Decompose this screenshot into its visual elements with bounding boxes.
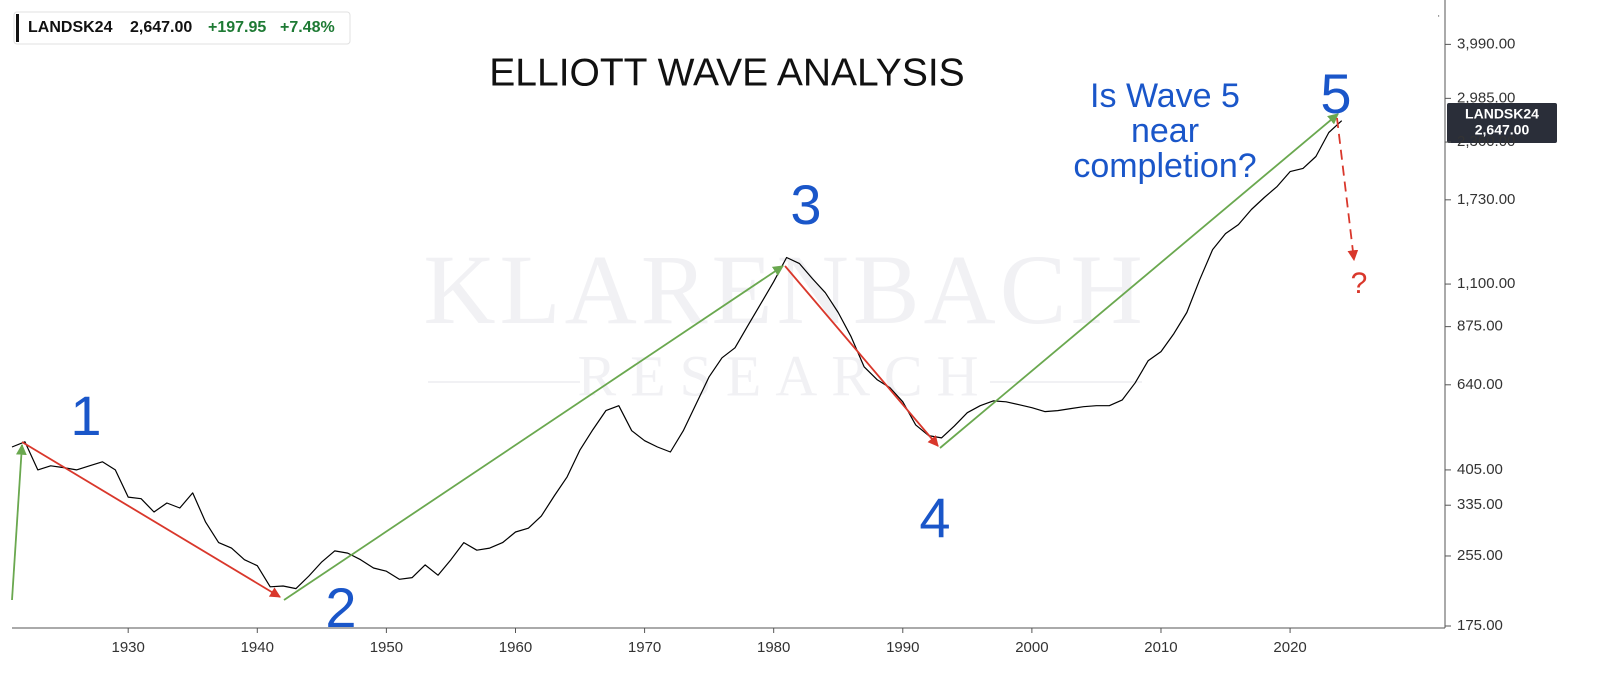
chart-title: ELLIOTT WAVE ANALYSIS xyxy=(489,51,964,94)
y-tick-label: 875.00 xyxy=(1457,318,1503,335)
question-text: near xyxy=(1131,112,1199,150)
price-tag-price: 2,647.00 xyxy=(1475,122,1530,138)
x-tick-label: 1980 xyxy=(757,639,790,656)
y-tick-label: 405.00 xyxy=(1457,461,1503,478)
wave-label: 4 xyxy=(919,486,950,549)
corner-dot: · xyxy=(1437,11,1440,22)
wave-arrow xyxy=(11,443,27,601)
legend-accent xyxy=(16,14,19,42)
price-line xyxy=(11,120,1343,590)
x-tick-label: 1950 xyxy=(370,639,403,656)
y-tick-label: 175.00 xyxy=(1457,617,1503,634)
legend-frame xyxy=(13,11,351,45)
price-tag-box xyxy=(1447,103,1557,143)
wave-arrow xyxy=(784,265,939,447)
watermark-text: RESEARCH xyxy=(578,343,993,408)
x-tick-label: 1930 xyxy=(112,639,145,656)
x-tick-label: 1940 xyxy=(241,639,274,656)
legend-change: +197.95 xyxy=(208,19,266,36)
price-tag-symbol: LANDSK24 xyxy=(1465,106,1539,122)
y-tick-label: 2,985.00 xyxy=(1457,89,1515,106)
question-text: completion? xyxy=(1073,147,1256,185)
wave-label: 5 xyxy=(1320,62,1351,125)
wave-label: 3 xyxy=(790,173,821,236)
wave-arrow xyxy=(283,265,784,601)
x-tick-label: 1990 xyxy=(886,639,919,656)
annotations: 1 2 3 4 5 Is Wave 5 near completion? ? xyxy=(70,62,1367,639)
wave-label: 1 xyxy=(70,384,101,447)
x-tick-label: 2010 xyxy=(1144,639,1177,656)
wave-label: 2 xyxy=(325,576,356,639)
x-tick-label: 2000 xyxy=(1015,639,1048,656)
x-tick-label: 1960 xyxy=(499,639,532,656)
plot xyxy=(11,120,1343,590)
x-tick-label: 2020 xyxy=(1273,639,1306,656)
wave-arrows xyxy=(11,113,1359,601)
x-tick-label: 1970 xyxy=(628,639,661,656)
legend-symbol: LANDSK24 xyxy=(28,19,113,36)
y-tick-label: 2,360.00 xyxy=(1457,133,1515,150)
y-tick-label: 3,990.00 xyxy=(1457,35,1515,52)
y-tick-label: 1,730.00 xyxy=(1457,191,1515,208)
wave-arrow xyxy=(1336,117,1359,262)
wave-arrow xyxy=(939,113,1339,449)
question-mark: ? xyxy=(1351,267,1368,300)
legend-price: 2,647.00 xyxy=(130,19,192,36)
watermark-text: KLARENBACH xyxy=(423,234,1146,345)
y-tick-label: 1,100.00 xyxy=(1457,275,1515,292)
y-tick-label: 640.00 xyxy=(1457,376,1503,393)
y-tick-label: 255.00 xyxy=(1457,547,1503,564)
y-tick-label: 335.00 xyxy=(1457,496,1503,513)
price-tag: LANDSK24 2,647.00 xyxy=(1447,103,1557,143)
watermark: KLARENBACH RESEARCH xyxy=(423,234,1146,408)
wave-arrow xyxy=(21,441,281,598)
legend-change-pct: +7.48% xyxy=(280,19,335,36)
legend-box: LANDSK24 2,647.00 +197.95 +7.48% xyxy=(13,11,351,45)
question-text: Is Wave 5 xyxy=(1090,77,1240,115)
